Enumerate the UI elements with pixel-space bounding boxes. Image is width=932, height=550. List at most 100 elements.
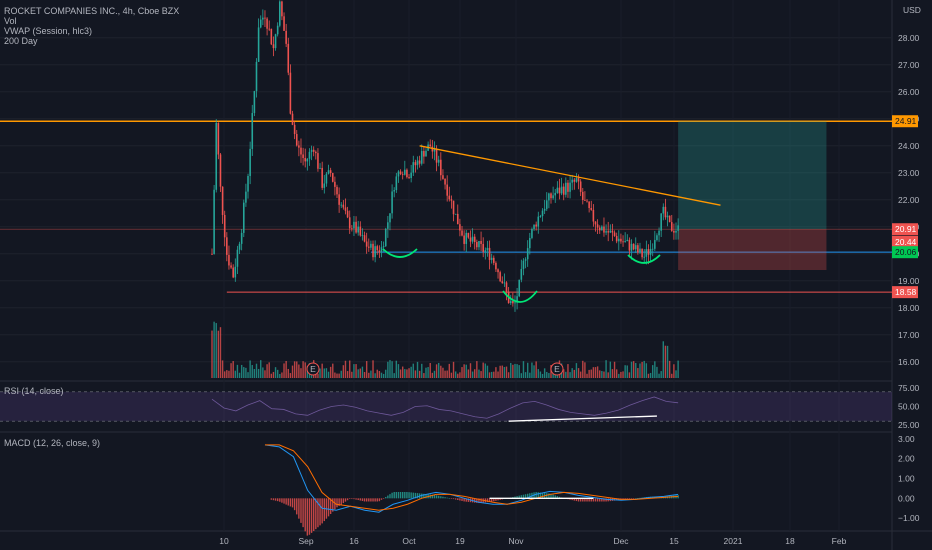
volume-bar — [630, 361, 633, 378]
volume-bar — [228, 370, 230, 378]
volume-bar — [476, 361, 478, 378]
macd-histogram-bar — [272, 498, 275, 501]
candle-body — [630, 243, 633, 251]
candle-body — [562, 186, 565, 195]
volume-bar — [478, 369, 480, 378]
candle-body — [433, 148, 436, 152]
candle-body — [565, 182, 567, 195]
volume-bar — [440, 365, 442, 378]
macd-histogram-bar — [374, 498, 376, 502]
volume-bar — [253, 368, 256, 378]
macd-histogram-bar — [476, 498, 478, 503]
indicator-vwap[interactable]: VWAP (Session, hlc3) — [4, 26, 93, 36]
price-tag — [892, 235, 918, 248]
volume-bar — [374, 373, 376, 378]
symbol-title[interactable]: ROCKET COMPANIES INC., 4h, Cboe BZX — [4, 6, 180, 16]
macd-histogram-bar — [404, 491, 406, 499]
candle-body — [272, 44, 275, 49]
volume-bar — [291, 365, 294, 378]
candle-body — [634, 245, 637, 250]
volume-bar — [518, 365, 520, 378]
candle-body — [459, 224, 461, 231]
candle-body — [423, 151, 425, 157]
volume-bar — [510, 362, 512, 378]
macd-histogram-bar — [327, 498, 330, 517]
volume-bar — [304, 362, 306, 378]
volume-bar — [219, 327, 222, 378]
candle-body — [401, 173, 404, 175]
time-tick-label: 19 — [455, 536, 465, 546]
candle-body — [579, 181, 582, 192]
volume-bar — [563, 369, 565, 378]
macd-histogram-bar — [319, 498, 321, 526]
volume-bar — [393, 373, 395, 378]
time-tick-label: Nov — [508, 536, 524, 546]
candle-body — [584, 199, 586, 201]
macd-histogram-bar — [315, 498, 317, 530]
volume-bar — [615, 369, 618, 378]
candle-body — [666, 215, 669, 218]
volume-bar — [238, 372, 241, 378]
candle-body — [295, 134, 298, 146]
volume-bar — [414, 370, 417, 378]
macd-legend[interactable]: MACD (12, 26, close, 9) — [4, 438, 101, 448]
candle-body — [367, 246, 370, 248]
macd-histogram-bar — [558, 496, 561, 499]
volume-bar — [497, 371, 499, 378]
candle-body — [406, 169, 408, 178]
macd-histogram-bar — [321, 498, 323, 524]
macd-histogram-bar — [397, 491, 400, 499]
volume-bar — [643, 360, 645, 378]
volume-bar — [584, 362, 586, 378]
price-tag — [892, 115, 918, 128]
indicator-200-day[interactable]: 200 Day — [4, 36, 38, 46]
rsi-legend[interactable]: RSI (14, close) — [4, 386, 64, 396]
candle-body — [262, 17, 264, 20]
candle-body — [535, 224, 537, 227]
candle-body — [382, 246, 385, 248]
candle-body — [331, 173, 334, 182]
candle-body — [516, 296, 518, 303]
volume-bar — [234, 370, 237, 378]
macd-histogram-bar — [372, 498, 374, 502]
rsi-divergence-line — [508, 415, 657, 422]
currency-label: USD — [903, 5, 921, 15]
candle-body — [418, 160, 421, 164]
candle-body — [289, 72, 292, 114]
volume-bar — [249, 360, 251, 378]
volume-bar — [609, 361, 612, 378]
volume-bar — [230, 363, 232, 378]
macd-histogram-bar — [457, 498, 459, 501]
candle-body — [632, 243, 635, 250]
macd-histogram-bar — [399, 491, 402, 499]
symbol-legend[interactable]: ROCKET COMPANIES INC., 4h, Cboe BZX Vol … — [4, 6, 179, 46]
volume-bar — [461, 367, 463, 378]
volume-bar — [675, 370, 677, 378]
volume-bar — [588, 369, 590, 378]
macd-histogram-bar — [416, 493, 419, 499]
candle-body — [251, 113, 254, 149]
macd-histogram-bar — [588, 498, 590, 502]
volume-bar — [457, 373, 459, 378]
macd-histogram-bar — [296, 498, 298, 515]
price-tag — [892, 223, 918, 236]
candle-body — [257, 27, 260, 62]
macd-histogram-bar — [351, 498, 353, 499]
volume-bar — [365, 361, 368, 378]
indicator-vol[interactable]: Vol — [4, 16, 17, 26]
volume-bar — [433, 370, 436, 378]
macd-histogram-bar — [552, 494, 554, 499]
macd-histogram-bar — [323, 498, 325, 522]
macd-histogram-bar — [298, 498, 300, 519]
candle-body — [281, 1, 283, 17]
candle-body — [340, 204, 343, 206]
volume-bar — [342, 365, 345, 378]
macd-histogram-bar — [635, 498, 637, 499]
volume-bar — [319, 368, 321, 378]
volume-bar — [550, 365, 552, 378]
candle-body — [359, 226, 362, 236]
candle-body — [391, 191, 393, 214]
candle-body — [414, 162, 417, 166]
candle-body — [581, 191, 584, 200]
